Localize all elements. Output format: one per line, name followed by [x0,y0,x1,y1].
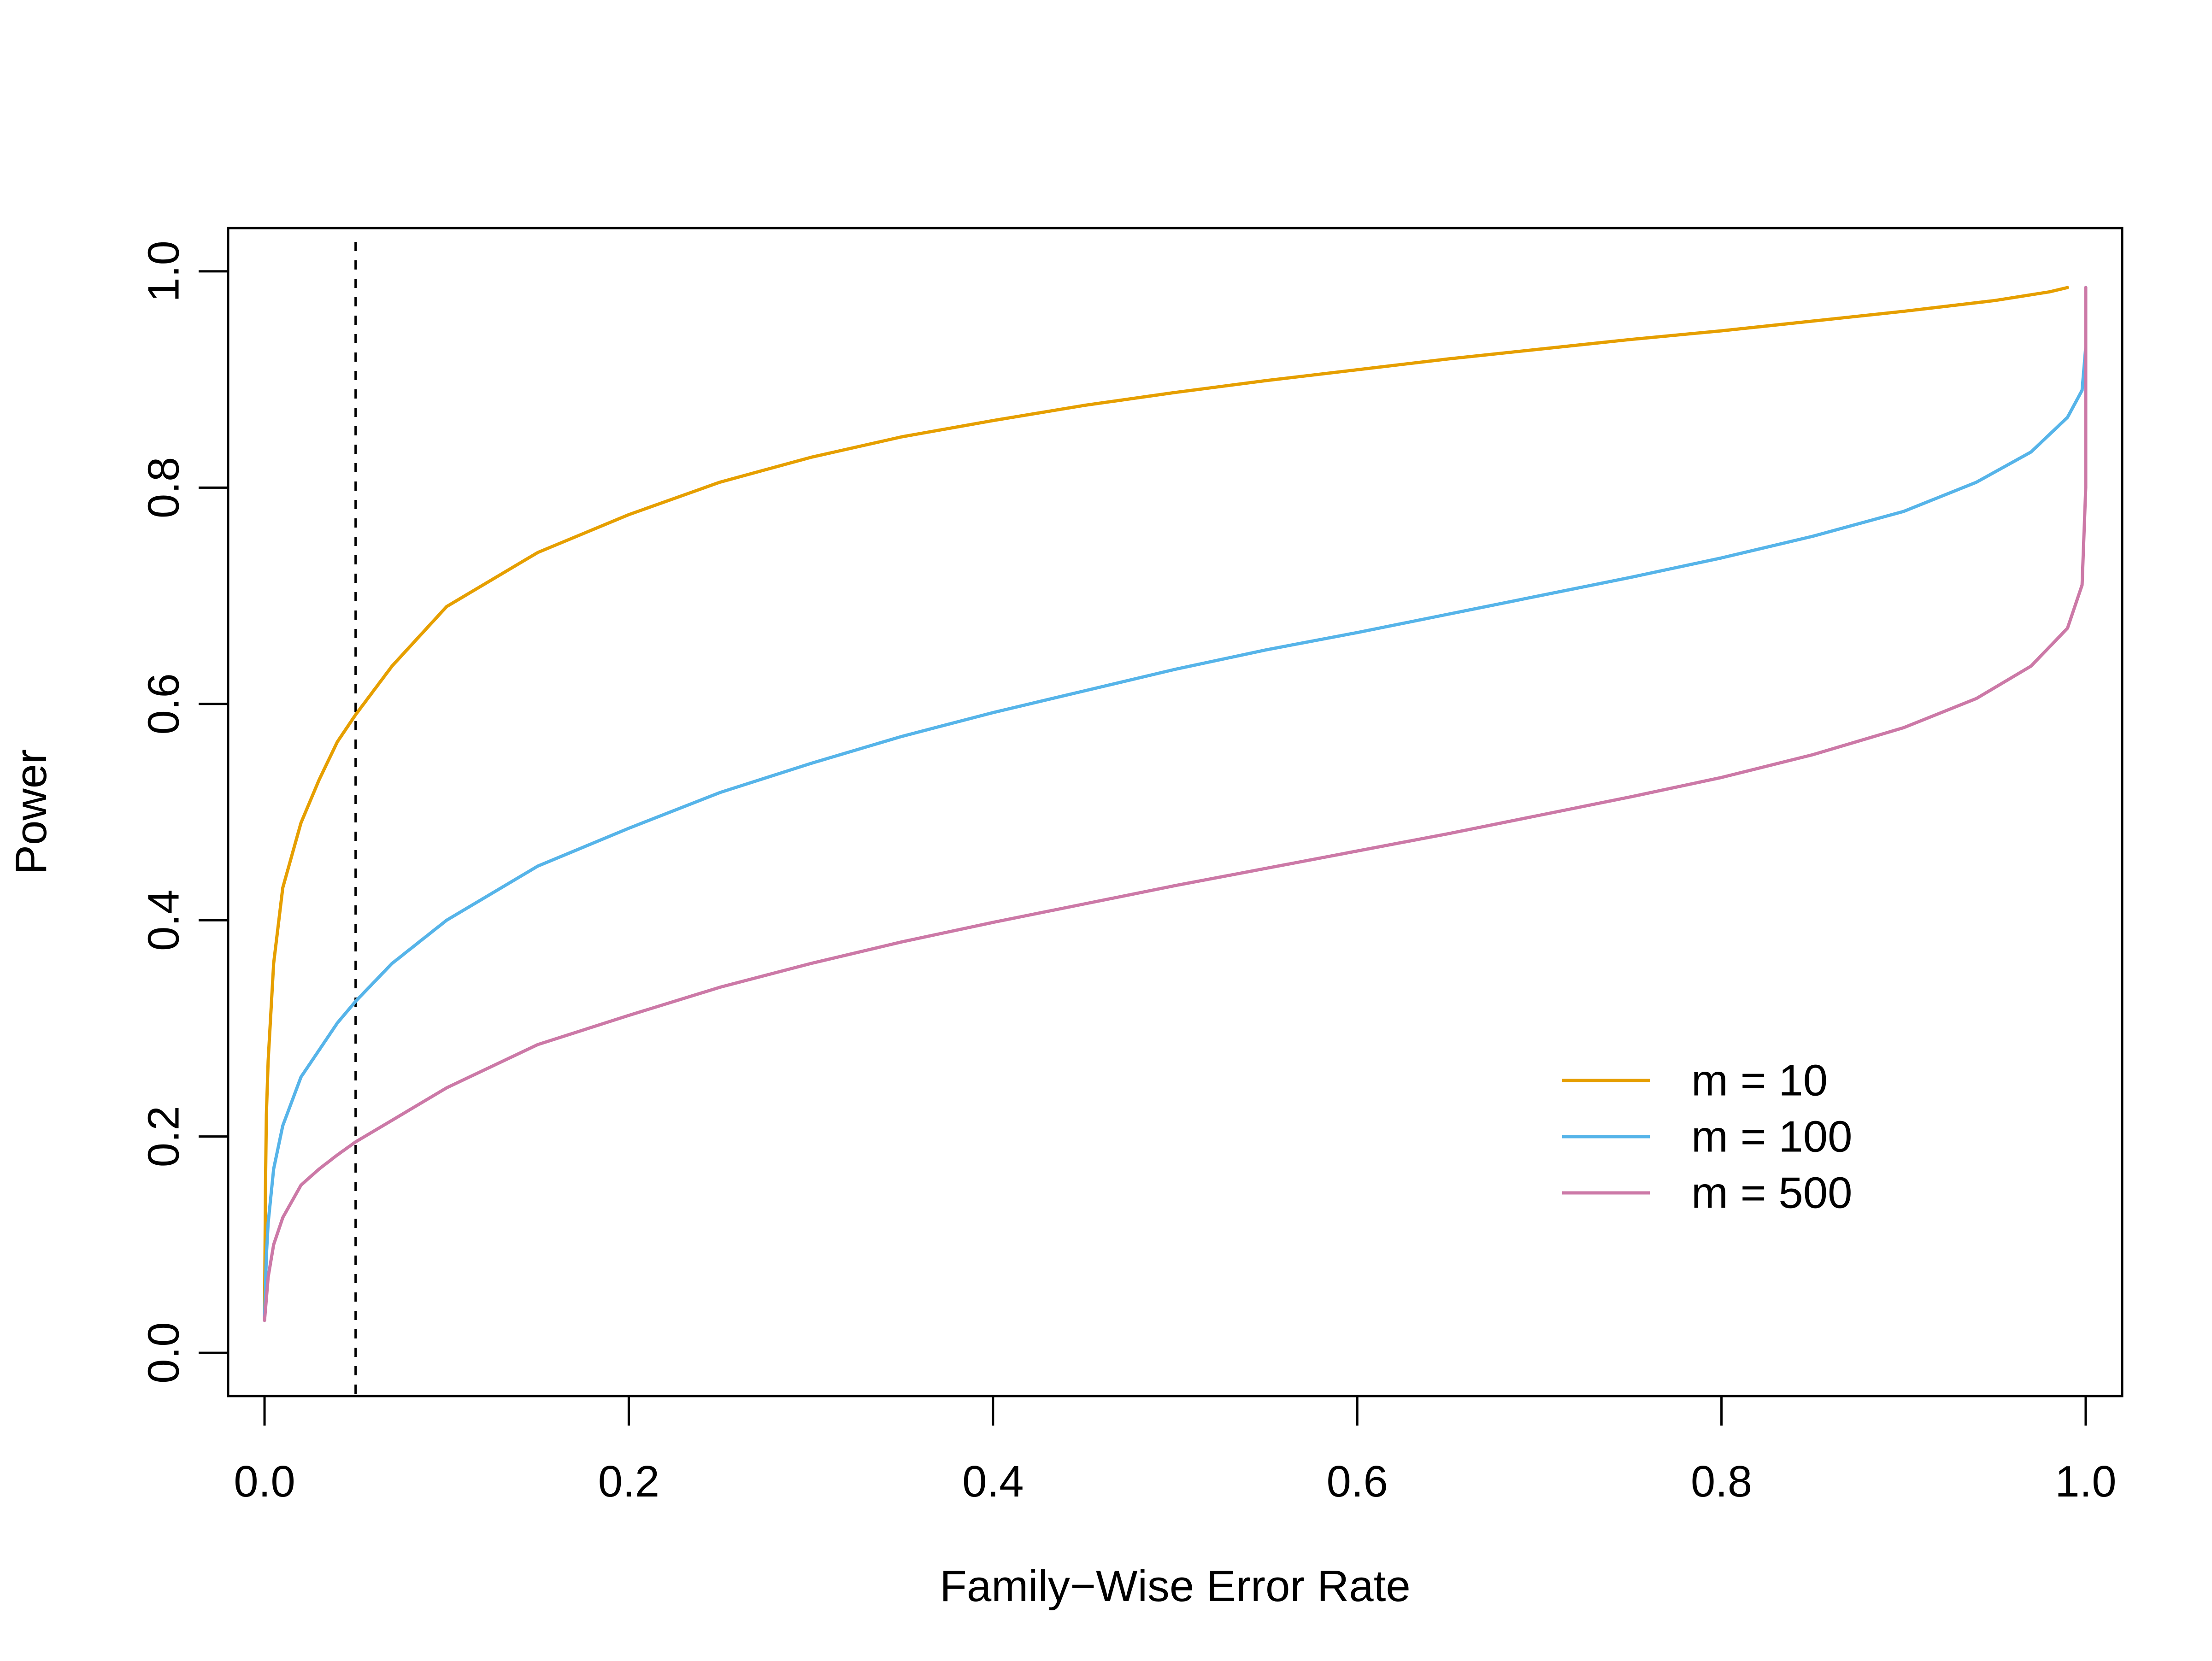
plot-frame [227,227,2124,1397]
y-tick-label: 0.2 [139,1106,188,1167]
series-line-3 [263,286,2088,1322]
legend-label-1: m = 10 [1691,1056,1828,1105]
x-axis: 0.0 0.2 0.4 0.6 0.8 1.0 [234,1395,2117,1506]
y-tick-label: 0.6 [139,673,188,734]
y-axis-label: Power [6,749,56,875]
legend: m = 10 m = 100 m = 500 [1562,1056,1853,1218]
series-line-2 [263,286,2088,1322]
x-tick-label: 0.8 [1691,1457,1752,1506]
x-tick-label: 0.2 [598,1457,659,1506]
y-tick-label: 0.8 [139,457,188,518]
series-line-1 [263,286,2069,1322]
x-tick-label: 0.4 [962,1457,1024,1506]
y-axis: 0.0 0.2 0.4 0.6 0.8 1.0 [139,241,229,1384]
series-layer [263,286,2088,1322]
y-tick-label: 1.0 [139,241,188,302]
x-tick-label: 1.0 [2055,1457,2116,1506]
legend-label-2: m = 100 [1691,1112,1853,1162]
x-tick-label: 0.0 [234,1457,295,1506]
legend-label-3: m = 500 [1691,1168,1853,1218]
y-tick-label: 0.4 [139,889,188,951]
x-tick-label: 0.6 [1326,1457,1388,1506]
x-axis-label: Family−Wise Error Rate [940,1561,1411,1611]
y-tick-label: 0.0 [139,1322,188,1383]
